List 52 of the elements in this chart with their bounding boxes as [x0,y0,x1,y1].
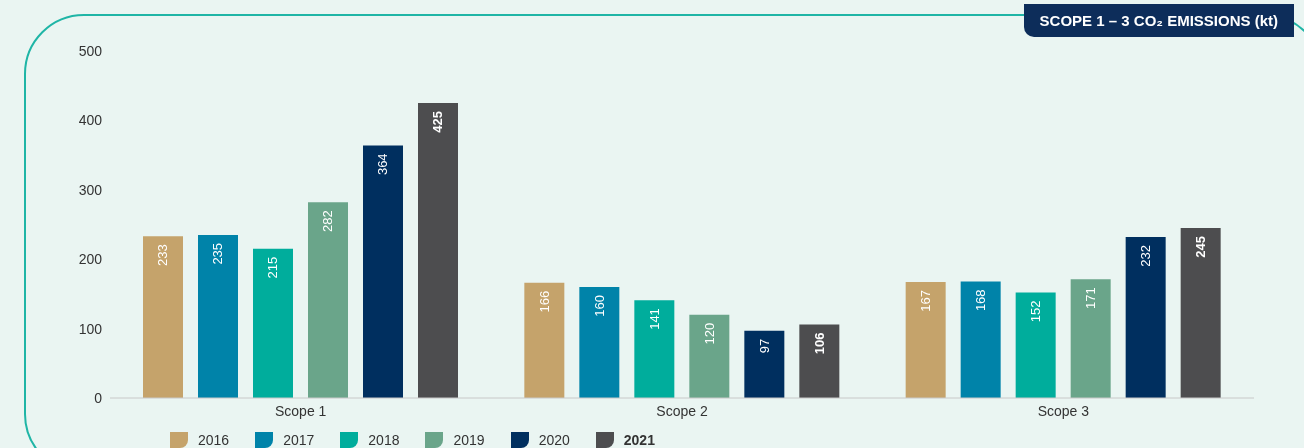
bar [308,202,348,398]
data-label: 171 [1083,287,1099,310]
data-label: 120 [701,322,717,345]
data-label: 282 [320,210,336,232]
x-tick-label: Scope 1 [274,402,327,419]
y-tick-label: 100 [78,320,103,337]
bar [198,234,238,398]
data-label: 233 [155,244,171,266]
bar [960,281,1001,398]
legend-label: 2019 [453,432,485,448]
y-tick-label: 300 [78,181,103,198]
bar [143,236,183,398]
data-label: 235 [210,242,226,265]
data-label: 364 [375,153,391,176]
y-tick-label: 400 [78,112,103,129]
bar [1180,227,1221,398]
legend-label: 2021 [623,432,655,448]
data-label: 215 [265,256,281,279]
data-label: 97 [756,338,772,354]
y-tick-label: 500 [78,42,103,59]
data-label: 245 [1193,235,1209,258]
legend-label: 2016 [198,432,230,448]
bar [634,300,675,398]
bar [744,330,785,398]
bar [905,282,946,398]
bar [1125,236,1166,398]
bar [689,314,730,398]
data-label: 425 [430,111,446,133]
bar [253,248,293,398]
legend-label: 2020 [538,432,570,448]
y-tick-label: 0 [94,389,103,406]
bar [1070,279,1111,398]
bar [418,103,458,398]
bar [363,145,403,398]
data-label: 167 [918,290,934,312]
data-label: 232 [1138,244,1154,267]
legend-label: 2018 [368,432,400,448]
chart-title: SCOPE 1 – 3 CO₂ EMISSIONS (kt) [1023,4,1294,37]
legend-label: 2017 [283,432,315,448]
data-label: 160 [591,294,607,317]
bar [1015,292,1056,398]
x-tick-label: Scope 3 [1037,402,1090,419]
bar [524,282,565,398]
bar [579,286,620,398]
bar [799,324,840,398]
data-label: 168 [973,289,989,312]
data-label: 152 [1028,300,1044,323]
data-label: 166 [536,290,552,313]
data-label: 106 [811,332,827,355]
y-tick-label: 200 [78,251,103,268]
data-label: 141 [646,308,662,330]
x-tick-label: Scope 2 [656,402,708,419]
